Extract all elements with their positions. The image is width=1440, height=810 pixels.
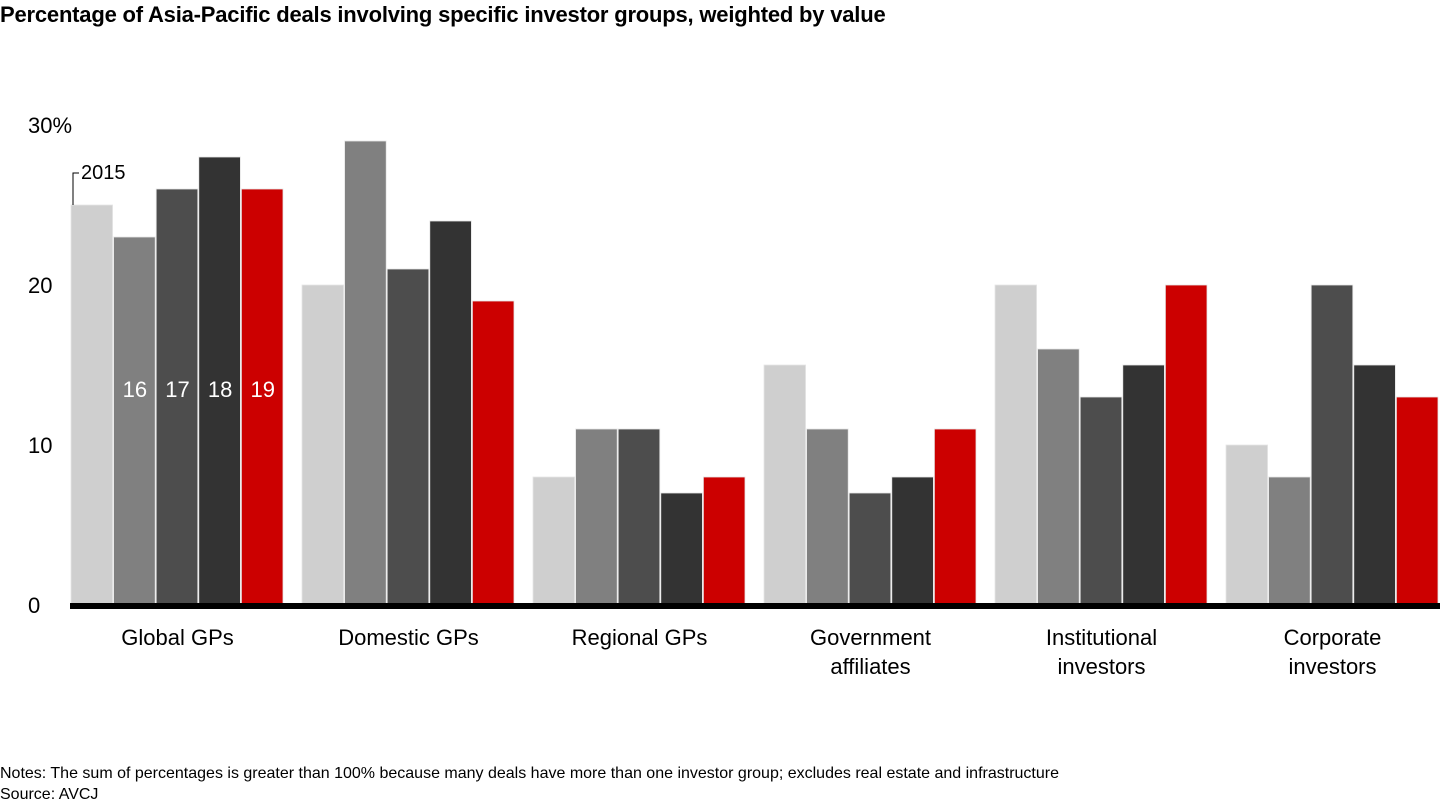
bar-chart: 0 10 20 30% 2015 16 17 18 19 Global GPs Domestic… — [28, 113, 1440, 679]
legend-label-2015: 2015 — [81, 162, 126, 184]
legend-leader-line — [72, 172, 79, 205]
legend-label-inside-bar: 18 — [208, 377, 232, 402]
bar — [848, 492, 892, 606]
bar — [70, 204, 113, 606]
bar — [994, 284, 1037, 606]
x-axis-baseline — [70, 603, 1440, 609]
legend-label-inside-bar: 19 — [250, 377, 274, 402]
bar — [575, 428, 618, 606]
bar — [1353, 364, 1396, 606]
x-tick-label: Corporate — [1284, 625, 1382, 650]
bar — [934, 428, 977, 606]
bar — [429, 220, 472, 606]
legend-label-inside-bar: 16 — [123, 377, 147, 402]
bar — [344, 140, 387, 606]
bar — [617, 428, 661, 606]
bar — [660, 492, 703, 606]
bar — [1122, 364, 1165, 606]
bar — [1165, 284, 1208, 606]
chart-title: Percentage of Asia-Pacific deals involvi… — [0, 2, 886, 27]
bar — [301, 284, 344, 606]
source-text: Source: AVCJ — [0, 786, 99, 803]
x-tick-label: Domestic GPs — [338, 625, 479, 650]
chart-notes: Notes: The sum of percentages is greater… — [0, 763, 1059, 805]
bar — [1396, 396, 1439, 606]
bar — [240, 188, 284, 606]
bar — [763, 364, 806, 606]
x-axis: Global GPs Domestic GPs Regional GPs Govern… — [121, 625, 1381, 679]
bar — [113, 236, 156, 606]
bar — [1225, 444, 1268, 606]
bar — [1037, 348, 1080, 606]
bar — [198, 156, 241, 606]
bar — [532, 476, 575, 606]
bar — [891, 476, 934, 606]
x-tick-label: affiliates — [830, 654, 910, 679]
x-tick-label: Institutional — [1046, 625, 1157, 650]
notes-text: Notes: The sum of percentages is greater… — [0, 765, 1059, 782]
bar — [155, 188, 199, 606]
bar — [386, 268, 430, 606]
y-tick-label: 30% — [28, 113, 72, 138]
series-labels: 2015 16 17 18 19 — [72, 162, 275, 402]
x-tick-label: Global GPs — [121, 625, 234, 650]
y-axis: 0 10 20 30% — [28, 113, 72, 618]
bar — [703, 476, 746, 606]
y-tick-label: 0 — [28, 593, 40, 618]
bar — [1268, 476, 1311, 606]
bar — [471, 300, 515, 606]
legend-label-inside-bar: 17 — [165, 377, 189, 402]
y-tick-label: 20 — [28, 273, 52, 298]
y-tick-label: 10 — [28, 433, 52, 458]
bars-group — [70, 140, 1440, 609]
bar — [1310, 284, 1354, 606]
x-tick-label: investors — [1057, 654, 1145, 679]
x-tick-label: investors — [1288, 654, 1376, 679]
x-tick-label: Government — [810, 625, 931, 650]
bar — [806, 428, 849, 606]
bar — [1079, 396, 1123, 606]
x-tick-label: Regional GPs — [572, 625, 708, 650]
